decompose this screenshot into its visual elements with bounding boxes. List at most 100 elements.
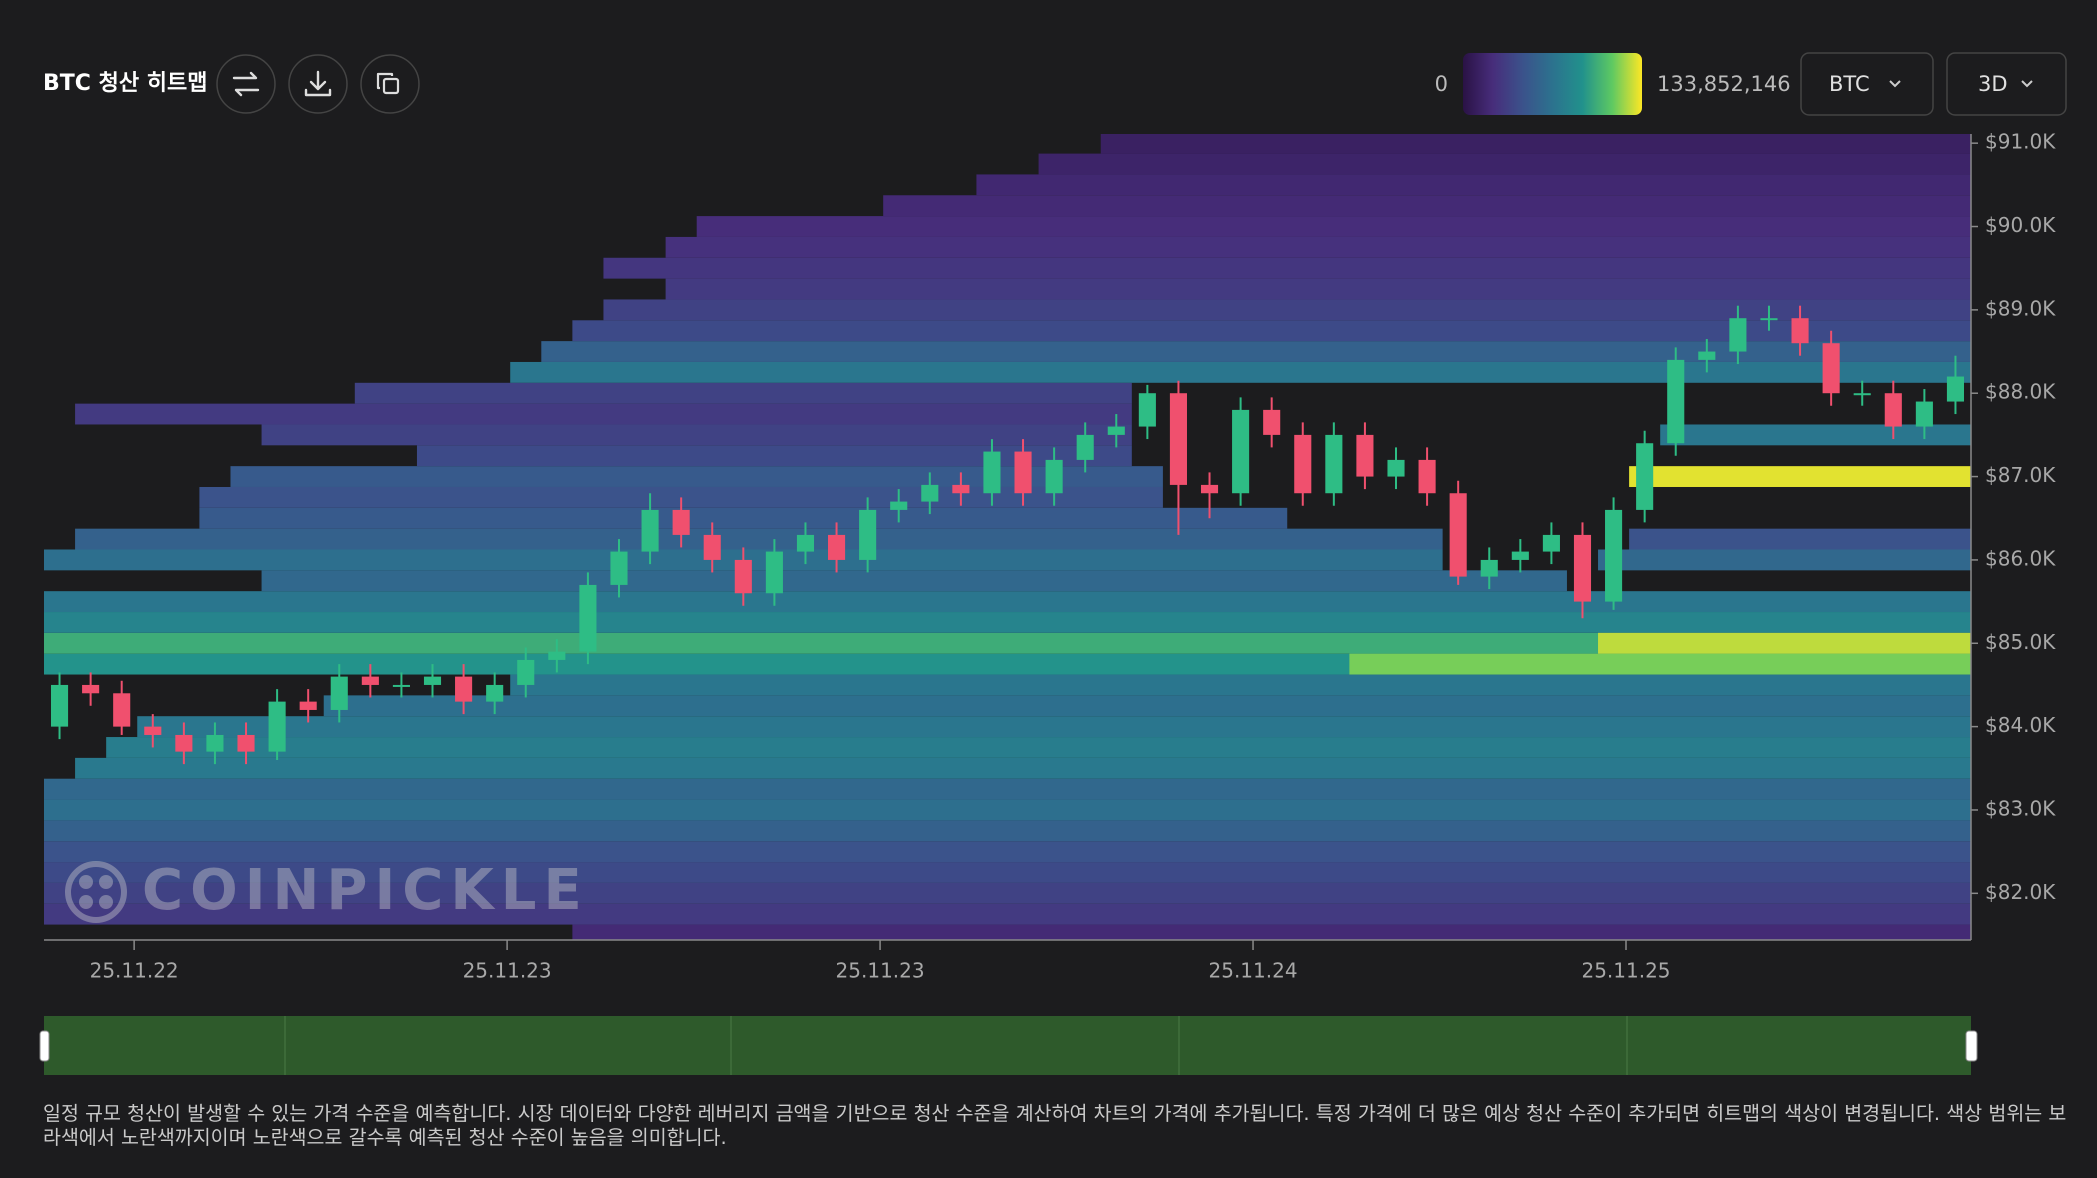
- candle-body: [299, 701, 317, 710]
- y-tick-label: $82.0K: [1985, 880, 2056, 904]
- candle-body: [1356, 434, 1374, 477]
- heat-band: [137, 716, 1971, 738]
- y-tick-label: $89.0K: [1985, 296, 2056, 320]
- candle-body: [1107, 426, 1125, 435]
- heat-band: [416, 445, 1132, 467]
- heat-band: [44, 820, 1971, 842]
- navigator-handle[interactable]: [1965, 1030, 1978, 1062]
- navigator-handle[interactable]: [39, 1030, 50, 1062]
- axes: $91.0K $90.0K $89.0K $88.0K $87.0K $86.0K $85.…: [44, 130, 2056, 983]
- heat-band: [572, 320, 1971, 342]
- heat-band: [44, 841, 1971, 863]
- candle-body: [1884, 393, 1902, 427]
- heat-band: [1100, 134, 1971, 154]
- candle-body: [82, 684, 100, 694]
- refresh-icon: [232, 71, 260, 97]
- dropdown-box: [1800, 52, 1934, 116]
- candle-body: [1636, 443, 1654, 510]
- candle-body: [361, 676, 379, 685]
- watermark-logo: [99, 895, 113, 909]
- range-navigator[interactable]: [39, 1016, 1978, 1075]
- candle-body: [734, 559, 752, 594]
- y-tick-label: $91.0K: [1985, 130, 2056, 154]
- candle-body: [1542, 534, 1560, 552]
- chart-title: BTC 청산 히트맵: [43, 71, 207, 96]
- heat-band: [44, 903, 1971, 925]
- candle-body: [765, 551, 783, 594]
- candle-body: [1480, 559, 1498, 577]
- candle-body: [392, 684, 410, 687]
- watermark-logo: [79, 875, 93, 889]
- candle-body: [1263, 409, 1281, 435]
- candle-body: [1169, 393, 1187, 485]
- candle-body: [423, 676, 442, 685]
- heat-band: [106, 737, 1972, 758]
- refresh-button[interactable]: [216, 54, 276, 114]
- candle-body: [548, 651, 566, 660]
- y-tick-label: $90.0K: [1985, 213, 2056, 237]
- chevron: [1889, 80, 1901, 88]
- candle-body: [1294, 434, 1312, 494]
- x-tick-label: 25.11.25: [1581, 959, 1670, 983]
- scale-max-label: 133,852,146: [1657, 72, 1791, 96]
- button-circle: [216, 54, 276, 114]
- symbol-label: BTC: [1829, 72, 1870, 96]
- heat-band: [1629, 528, 1971, 550]
- candles: [50, 305, 1965, 765]
- candle-body: [1791, 318, 1809, 344]
- heat-band: [261, 570, 1567, 592]
- candle-body: [796, 534, 815, 552]
- candle-body: [1418, 459, 1436, 494]
- y-tick-label: $88.0K: [1985, 380, 2056, 404]
- candle-body: [144, 726, 162, 735]
- copy-icon: [382, 77, 400, 95]
- download-button[interactable]: [288, 54, 348, 114]
- period-dropdown[interactable]: 3D: [1946, 52, 2067, 116]
- candle-body: [1200, 484, 1219, 494]
- dropdown-box: [1946, 52, 2067, 116]
- y-tick-label: $87.0K: [1985, 463, 2056, 487]
- candle-body: [921, 484, 939, 502]
- download-icon: [304, 70, 332, 97]
- heat-band: [75, 403, 1132, 425]
- candle-body: [1946, 376, 1965, 402]
- y-tick-label: $84.0K: [1985, 713, 2056, 737]
- candle-body: [579, 584, 597, 652]
- heat-band: [665, 236, 1971, 258]
- candle-body: [1138, 393, 1156, 427]
- candle-body: [1822, 343, 1840, 394]
- heat-band: [572, 924, 1971, 940]
- candle-body: [1605, 509, 1623, 602]
- heat-band: [323, 695, 1971, 717]
- heat-band: [44, 862, 1971, 883]
- candle-body: [268, 701, 286, 752]
- y-tick-label: $83.0K: [1985, 796, 2056, 820]
- x-tick-label: 25.11.23: [836, 959, 925, 983]
- candle-body: [828, 534, 846, 560]
- candle-body: [859, 509, 877, 560]
- candle-body: [1729, 318, 1747, 352]
- heat-band: [665, 278, 1971, 300]
- heat-band: [199, 507, 1288, 529]
- candle-body: [1387, 459, 1405, 477]
- candle-body: [641, 509, 659, 552]
- candle-body: [517, 659, 535, 685]
- description: 일정 규모 청산이 발생할 수 있는 가격 수준을 예측합니다. 시장 데이터와…: [43, 1102, 2067, 1149]
- candle-body: [703, 534, 721, 560]
- candle-body: [1698, 351, 1716, 360]
- heat-band: [44, 591, 1971, 613]
- heat-band: [44, 612, 1971, 633]
- navigator-bar: [44, 1016, 1971, 1075]
- chevron: [2021, 80, 2033, 88]
- candle-body: [890, 501, 908, 510]
- candle-body: [1045, 459, 1063, 494]
- heat-band: [1629, 466, 1971, 487]
- symbol-dropdown[interactable]: BTC: [1800, 52, 1934, 116]
- watermark-logo: [79, 895, 93, 909]
- heat-band: [261, 424, 1132, 446]
- candle-body: [1760, 318, 1778, 321]
- candle-body: [672, 509, 690, 535]
- copy-button[interactable]: [360, 54, 420, 114]
